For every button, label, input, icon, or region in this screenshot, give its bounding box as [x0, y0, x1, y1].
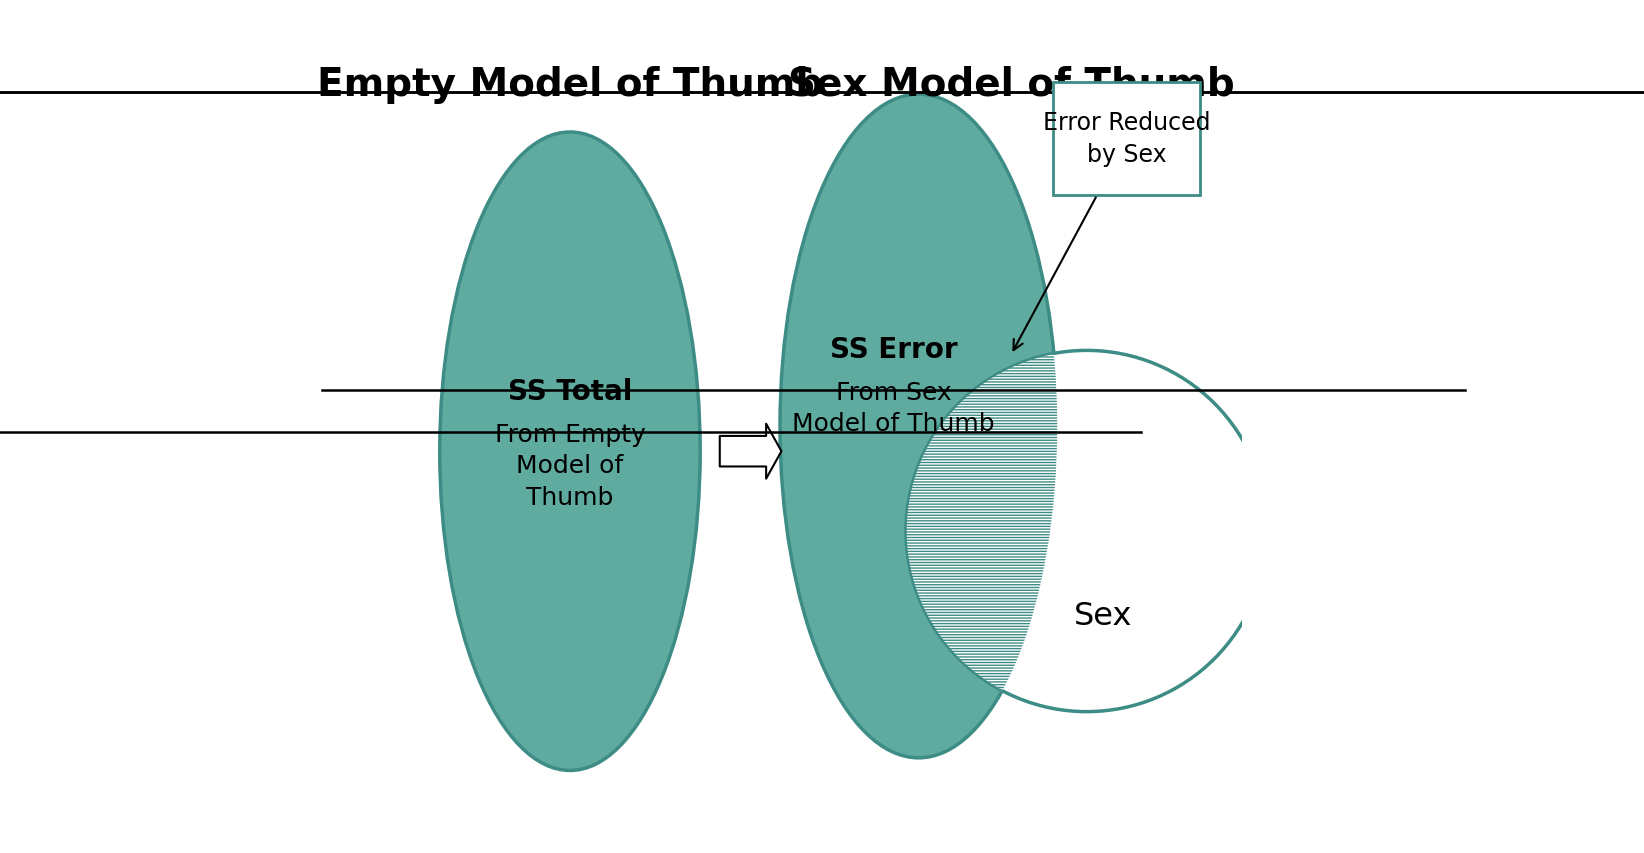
Ellipse shape	[906, 351, 1268, 711]
Text: Empty Model of Thumb: Empty Model of Thumb	[317, 66, 824, 103]
Ellipse shape	[779, 95, 1057, 758]
Text: SS Total: SS Total	[508, 378, 633, 405]
Text: From Empty
Model of
Thumb: From Empty Model of Thumb	[495, 422, 646, 509]
FancyBboxPatch shape	[1054, 83, 1200, 195]
Text: From Sex
Model of Thumb: From Sex Model of Thumb	[792, 380, 995, 436]
Text: Error Reduced
by Sex: Error Reduced by Sex	[1042, 112, 1210, 167]
Ellipse shape	[906, 351, 1268, 711]
Text: SS Error: SS Error	[830, 335, 957, 363]
Text: Sex: Sex	[1074, 600, 1133, 630]
Text: Sex Model of Thumb: Sex Model of Thumb	[787, 66, 1235, 103]
Ellipse shape	[439, 133, 700, 770]
